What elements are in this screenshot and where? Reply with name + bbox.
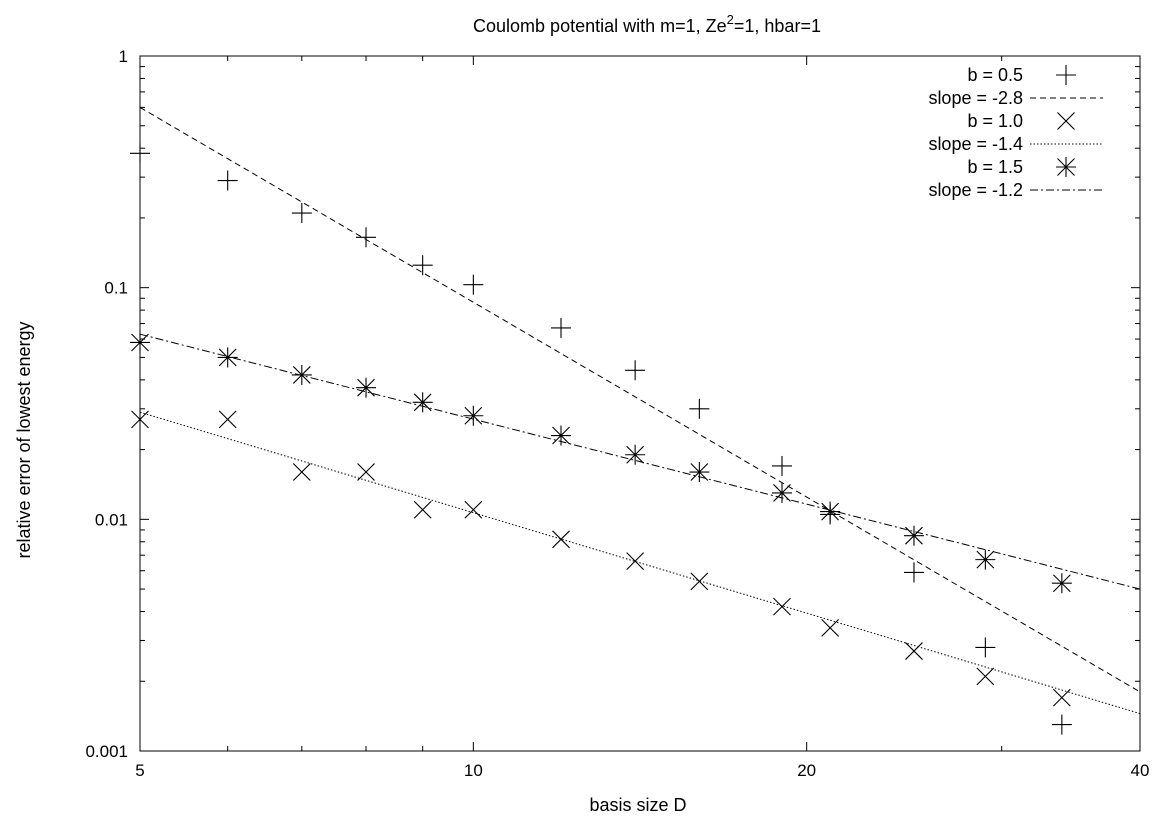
legend-marker [1056, 65, 1076, 85]
legend-entry: slope = -1.4 [928, 134, 1103, 154]
data-point [130, 332, 150, 353]
data-point [463, 274, 484, 295]
data-point [771, 455, 792, 476]
y-tick-label: 0.1 [104, 279, 128, 298]
data-point [412, 255, 433, 276]
data-point [551, 425, 572, 446]
legend-entry: slope = -2.8 [928, 88, 1103, 108]
data-point [689, 398, 710, 419]
data-point [690, 572, 709, 591]
legend-label: b = 1.5 [967, 157, 1023, 177]
plot-frame [139, 55, 1141, 752]
fit-line [139, 106, 1141, 693]
data-point [356, 227, 377, 248]
data-point [412, 392, 433, 413]
x-axis-label: basis size D [589, 795, 686, 815]
data-point [1052, 688, 1071, 707]
data-point [975, 637, 996, 658]
chart-title: Coulomb potential with m=1, Ze2=1, hbar=… [473, 12, 821, 36]
data-point [552, 530, 570, 549]
series-1 [139, 106, 1141, 693]
y-tick-label: 1 [119, 47, 128, 66]
data-point [551, 317, 572, 338]
legend-label: slope = -1.2 [928, 180, 1023, 200]
chart-title-suffix: =1, hbar=1 [734, 16, 821, 36]
data-point [773, 597, 791, 616]
data-point [356, 377, 377, 398]
data-point [903, 525, 924, 546]
legend-label: slope = -2.8 [928, 88, 1023, 108]
legend-label: b = 1.0 [967, 111, 1023, 131]
data-point [821, 618, 840, 637]
data-point [217, 170, 238, 191]
legend-marker [1057, 112, 1075, 130]
series-0 [130, 143, 1072, 735]
legend-entry: b = 0.5 [967, 65, 1076, 85]
series-3 [139, 411, 1141, 715]
data-point [131, 410, 149, 429]
x-tick-label: 20 [797, 761, 816, 780]
data-point [626, 552, 645, 571]
x-tick-label: 10 [464, 761, 483, 780]
legend-label: b = 0.5 [967, 65, 1023, 85]
series-5 [139, 333, 1141, 590]
data-point [130, 143, 150, 164]
legend-marker [1056, 157, 1076, 177]
legend-label: slope = -1.4 [928, 134, 1023, 154]
data-point [357, 463, 375, 481]
data-point [820, 501, 841, 522]
fit-line [139, 411, 1141, 715]
y-tick-label: 0.001 [85, 742, 128, 761]
data-point [625, 360, 646, 381]
data-point [1051, 714, 1072, 735]
data-point [689, 462, 710, 483]
legend-entry: b = 1.0 [967, 111, 1075, 131]
data-point [463, 405, 484, 426]
data-point [903, 562, 924, 583]
data-point [464, 500, 483, 519]
data-point [771, 482, 792, 503]
data-point [1051, 573, 1072, 594]
x-tick-label: 5 [135, 761, 144, 780]
data-point [217, 347, 238, 368]
data-point [975, 549, 996, 570]
chart-title-superscript: 2 [727, 12, 734, 27]
series-4 [130, 332, 1072, 594]
data-point [291, 203, 312, 224]
data-point [625, 444, 646, 465]
data-point [905, 642, 923, 660]
y-tick-label: 0.01 [95, 510, 128, 529]
fit-line [139, 333, 1141, 590]
legend-entry: slope = -1.2 [928, 180, 1103, 200]
data-point [413, 500, 432, 519]
x-tick-label: 40 [1131, 761, 1150, 780]
data-point [218, 410, 237, 429]
legend-entry: b = 1.5 [967, 157, 1076, 177]
series-2 [131, 410, 1071, 707]
chart-title-main: Coulomb potential with m=1, Ze [473, 16, 727, 36]
data-point [292, 463, 311, 481]
data-point [976, 667, 995, 686]
y-axis-label: relative error of lowest energy [14, 321, 34, 558]
